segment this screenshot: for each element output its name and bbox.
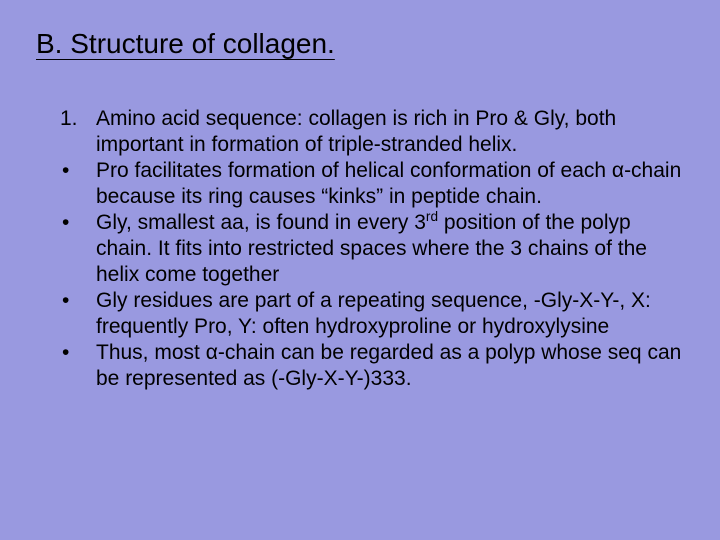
list-marker-bullet: •: [60, 158, 96, 209]
list-marker-bullet: •: [60, 210, 96, 287]
content-list: 1. Amino acid sequence: collagen is rich…: [36, 106, 684, 392]
list-text: Pro facilitates formation of helical con…: [96, 158, 684, 209]
list-text: Amino acid sequence: collagen is rich in…: [96, 106, 684, 157]
list-marker-bullet: •: [60, 340, 96, 391]
text-pre: Gly, smallest aa, is found in every 3: [96, 211, 426, 234]
list-item: • Pro facilitates formation of helical c…: [60, 158, 684, 209]
list-item: • Gly, smallest aa, is found in every 3r…: [60, 210, 684, 287]
list-item: • Gly residues are part of a repeating s…: [60, 288, 684, 339]
list-text: Gly, smallest aa, is found in every 3rd …: [96, 210, 684, 287]
list-text: Gly residues are part of a repeating seq…: [96, 288, 684, 339]
list-text: Thus, most α-chain can be regarded as a …: [96, 340, 684, 391]
list-item: 1. Amino acid sequence: collagen is rich…: [60, 106, 684, 157]
slide-title: B. Structure of collagen.: [36, 28, 684, 60]
list-marker-number: 1.: [60, 106, 96, 157]
list-marker-bullet: •: [60, 288, 96, 339]
superscript: rd: [426, 209, 438, 224]
list-item: • Thus, most α-chain can be regarded as …: [60, 340, 684, 391]
